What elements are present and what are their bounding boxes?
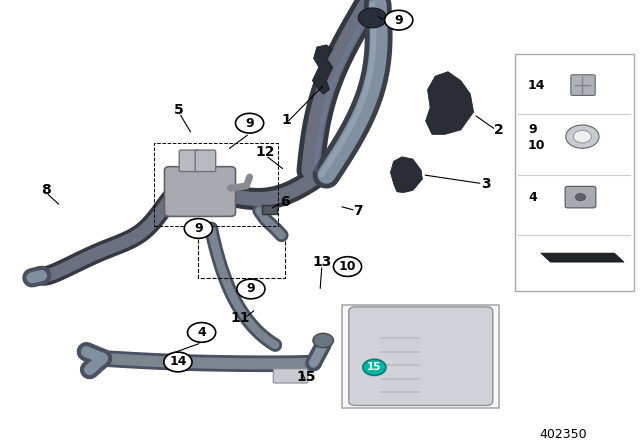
Text: 11: 11 [230, 311, 250, 325]
Circle shape [385, 10, 413, 30]
Circle shape [573, 130, 591, 143]
Text: 9: 9 [246, 282, 255, 296]
Circle shape [236, 113, 264, 133]
Text: 402350: 402350 [540, 428, 587, 441]
FancyBboxPatch shape [349, 307, 493, 405]
Text: 4: 4 [528, 190, 537, 204]
Circle shape [333, 257, 362, 276]
Polygon shape [312, 45, 333, 94]
Circle shape [358, 8, 387, 28]
Text: 15: 15 [367, 362, 381, 372]
Circle shape [363, 359, 386, 375]
FancyBboxPatch shape [172, 357, 186, 369]
Text: 9: 9 [528, 123, 536, 137]
Text: 6: 6 [280, 195, 290, 210]
Bar [154, 143, 278, 226]
Text: 3: 3 [481, 177, 492, 191]
Text: 7: 7 [353, 203, 364, 218]
Text: 15: 15 [296, 370, 316, 384]
Text: 9: 9 [394, 13, 403, 27]
FancyBboxPatch shape [273, 369, 308, 383]
Polygon shape [541, 253, 624, 262]
FancyBboxPatch shape [164, 167, 236, 216]
FancyBboxPatch shape [565, 186, 596, 208]
Bar [342, 305, 499, 408]
Circle shape [184, 219, 212, 238]
FancyBboxPatch shape [179, 150, 200, 172]
Circle shape [566, 125, 599, 148]
Bar [515, 54, 634, 291]
Circle shape [575, 194, 586, 201]
Text: 5: 5 [174, 103, 184, 117]
Text: 2: 2 [494, 123, 504, 137]
Circle shape [188, 323, 216, 342]
Text: 10: 10 [528, 139, 545, 152]
Text: 14: 14 [169, 355, 187, 369]
Text: 9: 9 [194, 222, 203, 235]
FancyBboxPatch shape [262, 205, 277, 214]
Text: 1: 1 [282, 113, 292, 127]
Text: 13: 13 [312, 255, 332, 269]
FancyBboxPatch shape [195, 150, 216, 172]
FancyBboxPatch shape [571, 75, 595, 95]
Polygon shape [426, 72, 474, 134]
Text: 10: 10 [339, 260, 356, 273]
Circle shape [313, 333, 333, 348]
Polygon shape [390, 157, 422, 193]
Text: 8: 8 [41, 182, 51, 197]
Circle shape [164, 352, 192, 372]
Text: 12: 12 [256, 145, 275, 159]
Text: 4: 4 [197, 326, 206, 339]
Text: 9: 9 [245, 116, 254, 130]
Circle shape [237, 279, 265, 299]
Text: 14: 14 [528, 78, 545, 92]
